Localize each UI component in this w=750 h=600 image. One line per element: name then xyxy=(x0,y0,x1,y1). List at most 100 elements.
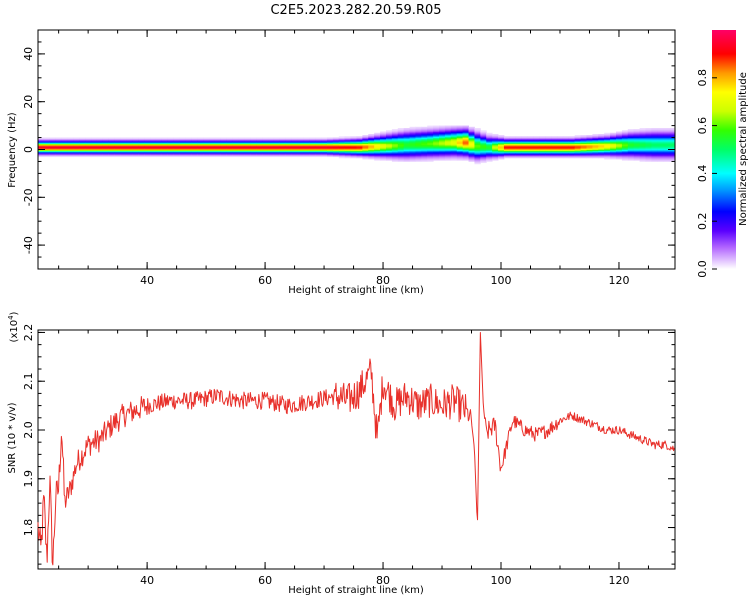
heatmap-cell xyxy=(651,147,658,149)
heatmap-cell xyxy=(102,148,110,150)
heatmap-cell xyxy=(645,153,652,155)
heatmap-cell xyxy=(38,151,45,154)
heatmap-cell xyxy=(368,133,375,136)
heatmap-cell xyxy=(551,137,558,140)
heatmap-cell xyxy=(598,154,605,156)
heatmap-cell xyxy=(279,154,287,156)
spectrogram-x-label: Height of straight line (km) xyxy=(288,285,424,296)
heatmap-cell xyxy=(586,137,593,140)
heatmap-cell xyxy=(374,149,381,152)
heatmap-cell xyxy=(551,155,558,158)
heatmap-cell xyxy=(409,129,416,131)
heatmap-cell xyxy=(238,147,245,149)
heatmap-cell xyxy=(592,137,599,140)
heatmap-cell xyxy=(539,138,546,141)
heatmap-cell xyxy=(580,141,587,143)
heatmap-cell xyxy=(669,131,676,134)
heatmap-cell xyxy=(444,138,452,141)
heatmap-cell xyxy=(480,160,487,162)
heatmap-cell xyxy=(344,138,351,141)
heatmap-cell xyxy=(645,133,652,136)
heatmap-cell xyxy=(391,139,399,142)
heatmap-cell xyxy=(627,151,635,154)
heatmap-cell xyxy=(533,145,540,148)
heatmap-cell xyxy=(492,137,499,140)
heatmap-cell xyxy=(303,151,310,154)
heatmap-cell xyxy=(462,151,469,154)
heatmap-cell xyxy=(645,138,652,141)
heatmap-cell xyxy=(132,154,139,156)
y-tick-label: 1.8 xyxy=(22,519,35,537)
heatmap-cell xyxy=(380,142,387,144)
heatmap-cell xyxy=(492,154,499,156)
heatmap-cell xyxy=(279,138,287,141)
heatmap-cell xyxy=(268,141,275,143)
heatmap-cell xyxy=(403,129,410,131)
heatmap-cell xyxy=(179,142,186,144)
heatmap-cell xyxy=(49,141,57,143)
heatmap-cell xyxy=(651,145,658,148)
heatmap-cell xyxy=(521,155,528,158)
heatmap-cell xyxy=(214,155,222,158)
heatmap-cell xyxy=(444,154,452,156)
y-tick-label: 20 xyxy=(22,95,35,109)
heatmap-cell xyxy=(303,144,310,147)
heatmap-cell xyxy=(444,141,452,143)
heatmap-cell xyxy=(527,156,534,159)
heatmap-cell xyxy=(332,145,340,148)
heatmap-cell xyxy=(273,142,281,144)
heatmap-cell xyxy=(96,151,104,154)
heatmap-cell xyxy=(79,148,86,150)
heatmap-cell xyxy=(397,154,405,156)
heatmap-cell xyxy=(332,155,340,158)
heatmap-cell xyxy=(226,149,234,152)
heatmap-cell xyxy=(167,154,175,156)
heatmap-cell xyxy=(568,138,576,141)
heatmap-cell xyxy=(509,147,517,149)
heatmap-cell xyxy=(486,132,493,135)
heatmap-cell xyxy=(444,151,452,154)
heatmap-cell xyxy=(256,141,263,143)
heatmap-cell xyxy=(574,141,582,143)
heatmap-cell xyxy=(385,155,393,158)
heatmap-cell xyxy=(409,150,416,153)
heatmap-cell xyxy=(268,139,275,142)
heatmap-cell xyxy=(220,147,228,149)
heatmap-cell xyxy=(356,143,363,146)
heatmap-cell xyxy=(409,142,416,144)
heatmap-cell xyxy=(38,137,45,140)
heatmap-cell xyxy=(415,145,422,148)
heatmap-cell xyxy=(155,147,163,149)
heatmap-cell xyxy=(79,149,86,152)
heatmap-cell xyxy=(332,138,340,141)
heatmap-cell xyxy=(173,148,180,150)
heatmap-cell xyxy=(191,145,198,148)
heatmap-cell xyxy=(598,148,605,150)
heatmap-cell xyxy=(409,156,416,159)
heatmap-cell xyxy=(645,154,652,156)
heatmap-cell xyxy=(639,133,646,136)
heatmap-cell xyxy=(49,154,57,156)
heatmap-cell xyxy=(197,148,204,150)
heatmap-cell xyxy=(474,132,481,135)
heatmap-cell xyxy=(486,154,493,156)
heatmap-cell xyxy=(262,142,269,144)
heatmap-cell xyxy=(67,153,74,155)
heatmap-cell xyxy=(456,153,464,155)
heatmap-cell xyxy=(238,143,245,146)
heatmap-cell xyxy=(651,148,658,150)
heatmap-cell xyxy=(203,148,210,150)
heatmap-cell xyxy=(468,154,475,156)
heatmap-cell xyxy=(545,137,552,140)
heatmap-cell xyxy=(138,139,145,142)
heatmap-cell xyxy=(144,153,151,155)
heatmap-cell xyxy=(456,138,464,141)
heatmap-cell xyxy=(397,130,405,132)
heatmap-cell xyxy=(391,133,399,136)
heatmap-cell xyxy=(403,154,410,156)
heatmap-cell xyxy=(610,136,617,138)
heatmap-cell xyxy=(374,145,381,148)
heatmap-cell xyxy=(303,142,310,144)
heatmap-cell xyxy=(574,143,582,146)
